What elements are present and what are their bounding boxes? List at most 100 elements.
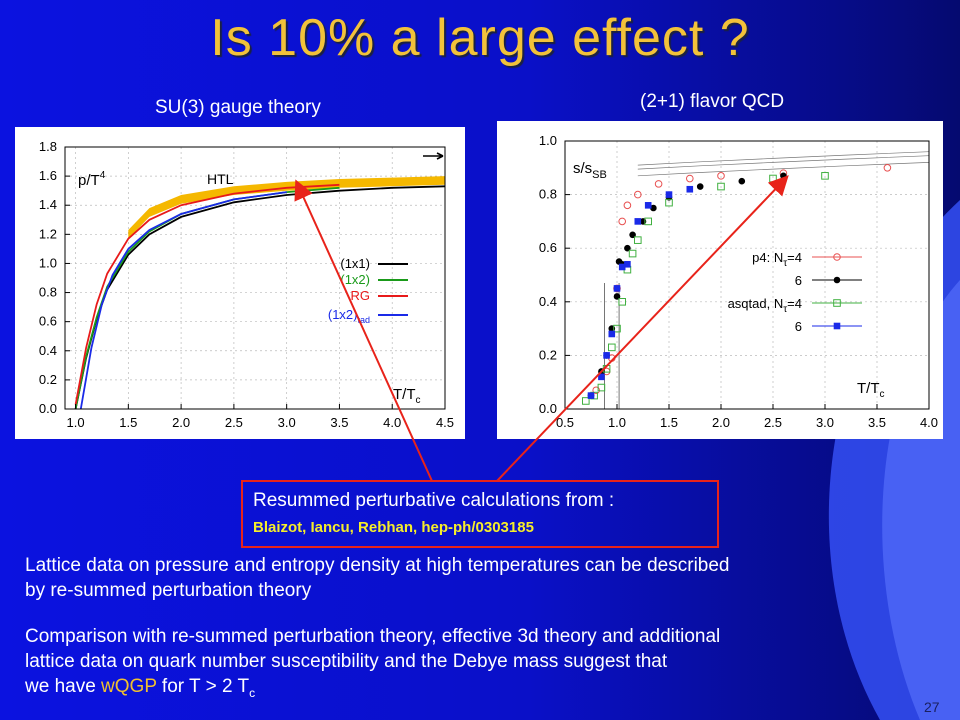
slide-title: Is 10% a large effect ? (210, 9, 750, 67)
chart1-ytick-label: 1.8 (39, 139, 57, 154)
chart2-point (833, 253, 841, 261)
chart1-ytick-label: 0.2 (39, 372, 57, 387)
chart2-point (717, 182, 725, 191)
reference-box: Resummed perturbative calculations from … (241, 480, 719, 548)
line3-suffix: for T > 2 T (156, 676, 250, 697)
entropy-chart-panel: 0.5 1.0 1.5 2.0 2.5 3.0 3.5 4.0 0.0 0.2 0.4 0.6 0.8 1… (497, 121, 943, 439)
htl-band (128, 176, 446, 239)
paragraph-comparison-line1: Comparison with re-summed perturbation t… (25, 626, 721, 647)
chart2-point (833, 299, 841, 307)
chart1-series-line-2 (74, 183, 340, 405)
chart2-point (883, 164, 892, 172)
line3-prefix: we have (25, 676, 102, 697)
chart1-xtick-label: 3.0 (278, 415, 296, 430)
chart2-point (592, 386, 600, 395)
chart2-ytick-label: 0.2 (539, 347, 557, 362)
chart2-point (608, 343, 616, 352)
paragraph-lattice-line1: Lattice data on pressure and entropy den… (25, 555, 730, 576)
chart2-xtick-label: 1.0 (608, 415, 626, 430)
reference-heading: Resummed perturbative calculations from … (253, 490, 615, 511)
chart2-ytick-label: 0.0 (539, 401, 557, 416)
chart2-point (833, 276, 841, 284)
chart2-legend-label: 6 (795, 273, 802, 288)
right-plot-title: (2+1) flavor QCD (640, 91, 785, 112)
chart1-xtick-label: 3.5 (330, 415, 348, 430)
chart1-ylabel: p/T4 (78, 170, 106, 189)
chart2-legend-label: asqtad, Nτ=4 (728, 296, 802, 315)
pressure-chart: 1.0 1.5 2.0 2.5 3.0 3.5 4.0 4.5 0.0 0.2 0.4 0.6 0.8 1… (39, 139, 454, 430)
paragraph-comparison: Comparison with re-summed perturbation t… (25, 624, 720, 706)
chart1-ytick-label: 0.6 (39, 314, 57, 329)
chart1-xtick-label: 1.0 (67, 415, 85, 430)
chart2-xtick-label: 2.0 (712, 415, 730, 430)
chart2-point (613, 285, 621, 292)
chart2-point (654, 180, 663, 188)
pressure-chart-panel: 1.0 1.5 2.0 2.5 3.0 3.5 4.0 4.5 0.0 0.2 0.4 0.6 0.8 1… (15, 127, 465, 439)
chart2-point (634, 236, 642, 244)
arrow-to-right-chart (496, 175, 789, 482)
sb-limit-curve (637, 162, 930, 177)
chart2-xtick-label: 4.0 (920, 415, 938, 430)
chart2-point (582, 397, 590, 405)
chart2-point (665, 191, 673, 198)
chart1-xtick-label: 4.5 (436, 415, 454, 430)
paragraph-lattice-line2: by re-summed perturbation theory (25, 580, 312, 601)
chart2-point (686, 185, 694, 193)
chart2-xtick-label: 3.0 (816, 415, 834, 430)
chart2-point (696, 183, 704, 190)
chart2-point (597, 383, 606, 392)
chart1-ytick-label: 0.0 (39, 401, 57, 416)
chart2-point (618, 217, 626, 226)
chart1-ytick-label: 1.0 (39, 255, 57, 270)
chart2-ytick-label: 0.4 (539, 294, 557, 309)
chart2-point (634, 218, 642, 225)
chart2-xlabel: T/Tc (857, 380, 885, 400)
chart1-legend-label: (1x1) (340, 256, 370, 271)
chart2-point (628, 249, 637, 258)
chart1-ytick-label: 1.6 (39, 168, 57, 183)
chart1-xtick-label: 2.0 (172, 415, 190, 430)
paragraph-comparison-line2: lattice data on quark number susceptibil… (25, 651, 668, 672)
chart2-point (634, 190, 642, 199)
chart2-point (608, 330, 616, 338)
chart2-ytick-label: 0.6 (539, 240, 557, 255)
chart2-xtick-label: 2.5 (764, 415, 782, 430)
chart2-point (833, 322, 841, 330)
chart1-ytick-label: 0.8 (39, 285, 57, 300)
sb-limit-curve (637, 151, 930, 166)
chart1-ytick-label: 1.4 (39, 197, 57, 212)
chart2-point (644, 202, 652, 209)
chart1-xtick-label: 2.5 (225, 415, 243, 430)
chart1-series-line-3 (79, 191, 287, 410)
chart2-point (665, 198, 673, 207)
chart2-point (821, 172, 829, 180)
entropy-chart: 0.5 1.0 1.5 2.0 2.5 3.0 3.5 4.0 0.0 0.2 0.4 0.6 0.8 1… (539, 133, 938, 430)
arrow-to-left-chart (294, 179, 433, 482)
chart2-point (618, 263, 626, 271)
chart2-point (598, 373, 605, 381)
chart1-ytick-label: 1.2 (39, 226, 57, 241)
chart2-point (624, 260, 631, 268)
chart2-legend-label: p4: Nτ=4 (752, 250, 802, 269)
chart1-legend-label: (1x2) (340, 272, 370, 287)
chart2-point (613, 324, 621, 333)
chart2-point (603, 352, 610, 359)
wqgp-highlight: wQGP (101, 676, 157, 697)
chart2-xtick-label: 1.5 (660, 415, 678, 430)
chart2-xtick-label: 3.5 (868, 415, 886, 430)
chart2-point (587, 392, 595, 399)
chart2-point (686, 174, 694, 183)
chart2-point (644, 217, 652, 226)
chart2-point (650, 204, 657, 212)
chart1-ytick-label: 0.4 (39, 343, 57, 358)
paragraph-lattice: Lattice data on pressure and entropy den… (25, 553, 730, 603)
chart2-point (717, 172, 725, 180)
page-number: 27 (924, 699, 940, 715)
line3-subscript: c (249, 685, 256, 700)
chart2-legend-label: 6 (795, 319, 802, 334)
chart2-ytick-label: 0.8 (539, 187, 557, 202)
chart1-xlabel: T/Tc (393, 386, 421, 406)
chart2-ylabel: s/sSB (573, 160, 607, 181)
chart2-point (618, 298, 627, 306)
